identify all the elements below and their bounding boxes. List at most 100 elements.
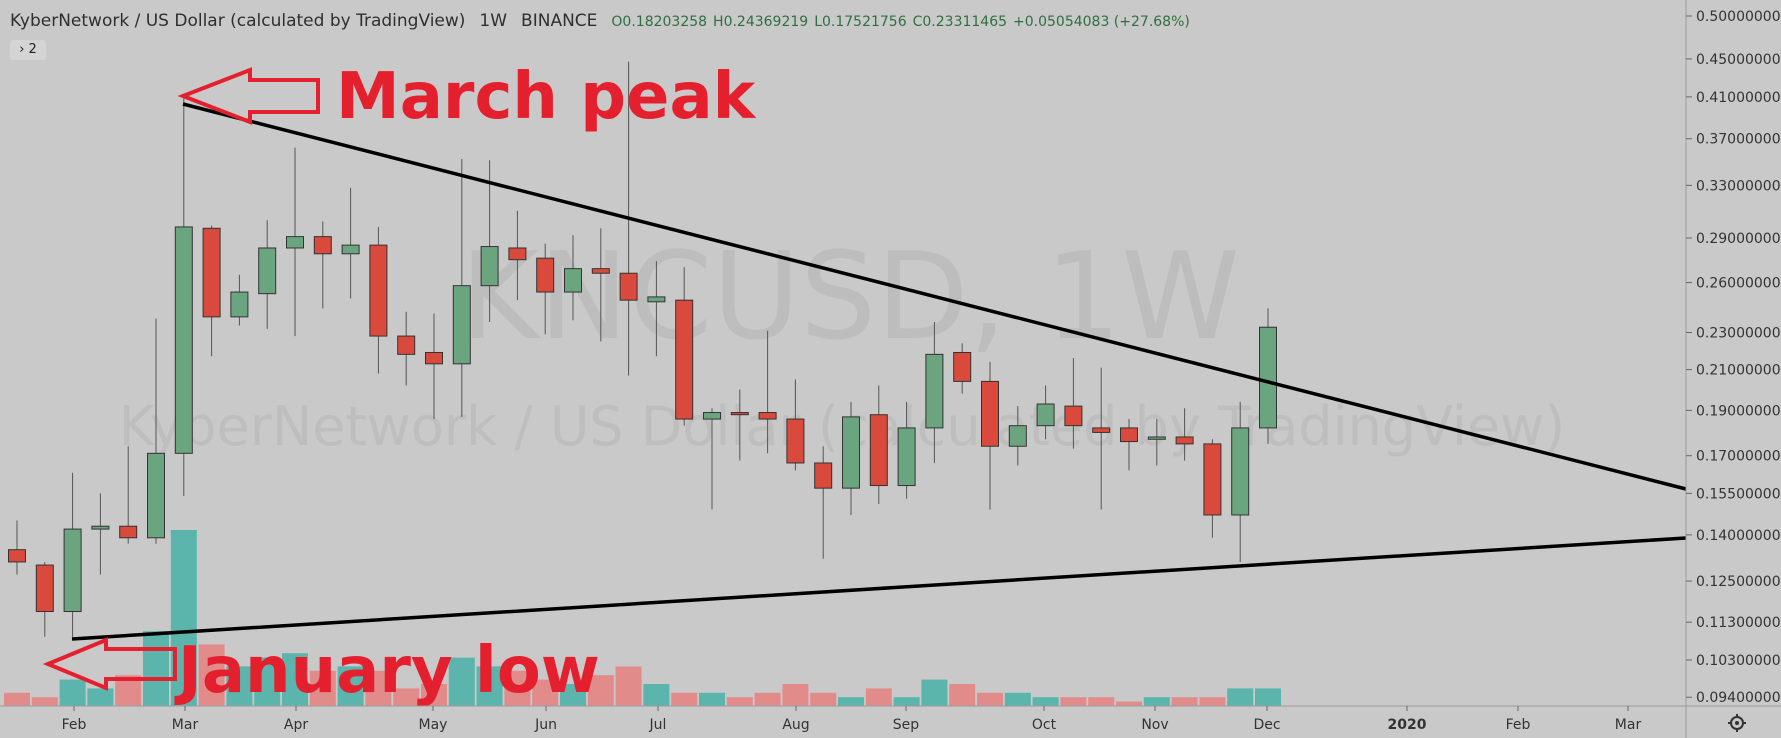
indicators-collapse-button[interactable]: › 2 — [10, 40, 46, 60]
candle — [758, 330, 777, 454]
candle-body — [63, 528, 82, 613]
candle-body — [202, 227, 221, 318]
time-tick-label: Sep — [893, 717, 920, 733]
candle-body — [758, 412, 777, 420]
volume-bar — [504, 670, 531, 706]
price-tick-label: 0.15500000 — [1696, 486, 1781, 502]
candle-body — [564, 268, 582, 293]
candle — [842, 401, 860, 515]
candle-body — [1175, 436, 1194, 445]
candle-body — [258, 247, 277, 295]
volume-bar — [1116, 701, 1142, 706]
candle — [1231, 401, 1250, 562]
candle — [1008, 406, 1027, 466]
time-tick-label: Dec — [1253, 717, 1280, 733]
candle-body — [35, 564, 54, 613]
price-tick-label: 0.33000000 — [1696, 178, 1781, 194]
candle — [564, 235, 582, 321]
volume-bar — [643, 684, 670, 706]
candle — [147, 318, 165, 544]
candle — [119, 446, 138, 544]
volume-bar — [448, 657, 475, 706]
candle — [925, 322, 944, 463]
plot-background — [0, 0, 1686, 706]
volume-bar — [198, 644, 225, 706]
volume-bar — [337, 666, 364, 706]
price-tick-label: 0.12500000 — [1696, 574, 1781, 590]
volume-bar — [59, 679, 86, 706]
time-tick-label: Mar — [1615, 717, 1642, 733]
candle — [647, 261, 666, 357]
price-tick-label: 0.21000000 — [1696, 363, 1781, 379]
volume-bar — [1032, 697, 1059, 706]
candle — [397, 311, 416, 386]
candle-body — [397, 335, 416, 355]
candle-body — [1203, 443, 1222, 516]
price-tick-label: 0.19000000 — [1696, 403, 1781, 419]
price-tick-label: 0.26000000 — [1696, 276, 1781, 292]
candle — [591, 228, 610, 342]
candle-body — [675, 299, 694, 420]
volume-bar — [782, 684, 809, 706]
candle — [452, 159, 471, 417]
candle-body — [703, 412, 721, 420]
candle-body — [119, 525, 138, 539]
candle-body — [286, 236, 304, 249]
candle-body — [1147, 436, 1166, 440]
upper-trendline — [182, 102, 1687, 491]
volume-bar — [532, 679, 559, 706]
candle — [425, 313, 443, 420]
gear-icon[interactable] — [1728, 714, 1746, 732]
candle — [1036, 385, 1055, 440]
volume-bar — [1199, 697, 1226, 706]
candle — [35, 561, 54, 637]
volume-bars — [4, 530, 1281, 706]
time-tick-label: Feb — [1506, 717, 1531, 733]
candle-body — [1231, 427, 1250, 516]
candle-body — [425, 351, 443, 365]
volume-bar — [865, 688, 892, 706]
candle — [536, 243, 555, 335]
ohlc-change: +0.05054083 (+27.68%) — [1013, 14, 1190, 30]
candle — [174, 96, 193, 497]
time-tick-label: Oct — [1032, 717, 1057, 733]
volume-bar — [393, 688, 420, 706]
volume-bar — [143, 631, 169, 706]
price-tick-label: 0.45000000 — [1696, 52, 1781, 68]
time-tick-label: Jun — [534, 717, 557, 733]
peak-arrow-icon — [177, 67, 320, 125]
volume-bar — [1171, 697, 1198, 706]
candle-body — [8, 549, 26, 563]
volume-bar — [226, 666, 253, 706]
volume-bar — [309, 670, 336, 706]
volume-bar — [810, 692, 837, 706]
time-axis[interactable]: Feb Mar Apr May Jun Jul Aug Sep Oct Nov Dec 2020 Feb… — [62, 706, 1642, 733]
price-axis[interactable]: 0.50000000 0.45000000 0.41000000 0.37000000… — [1686, 9, 1781, 706]
time-tick-label: Jul — [649, 717, 667, 733]
candle — [1120, 419, 1138, 471]
candle-body — [730, 412, 749, 416]
price-tick-label: 0.17000000 — [1696, 449, 1781, 465]
candle — [953, 343, 972, 394]
candle — [258, 220, 277, 329]
candle-body — [91, 525, 110, 530]
volume-bar — [615, 666, 642, 706]
candle — [1175, 408, 1194, 461]
volume-bar — [754, 692, 781, 706]
volume-bar — [1088, 697, 1115, 706]
volume-bar — [893, 697, 920, 706]
candle — [814, 446, 833, 559]
volume-bar — [31, 697, 58, 706]
candle-body — [230, 291, 249, 318]
price-tick-label: 0.37000000 — [1696, 132, 1781, 148]
candle — [369, 226, 388, 374]
interval-label[interactable]: 1W — [479, 11, 508, 31]
volume-bar — [587, 675, 614, 706]
candle-body — [1092, 427, 1111, 433]
price-tick-label: 0.23000000 — [1696, 326, 1781, 342]
volume-bar — [87, 688, 114, 706]
volume-bar — [838, 697, 864, 706]
candle-body — [814, 462, 833, 489]
symbol-name[interactable]: KyberNetwork / US Dollar (calculated by … — [10, 11, 466, 31]
